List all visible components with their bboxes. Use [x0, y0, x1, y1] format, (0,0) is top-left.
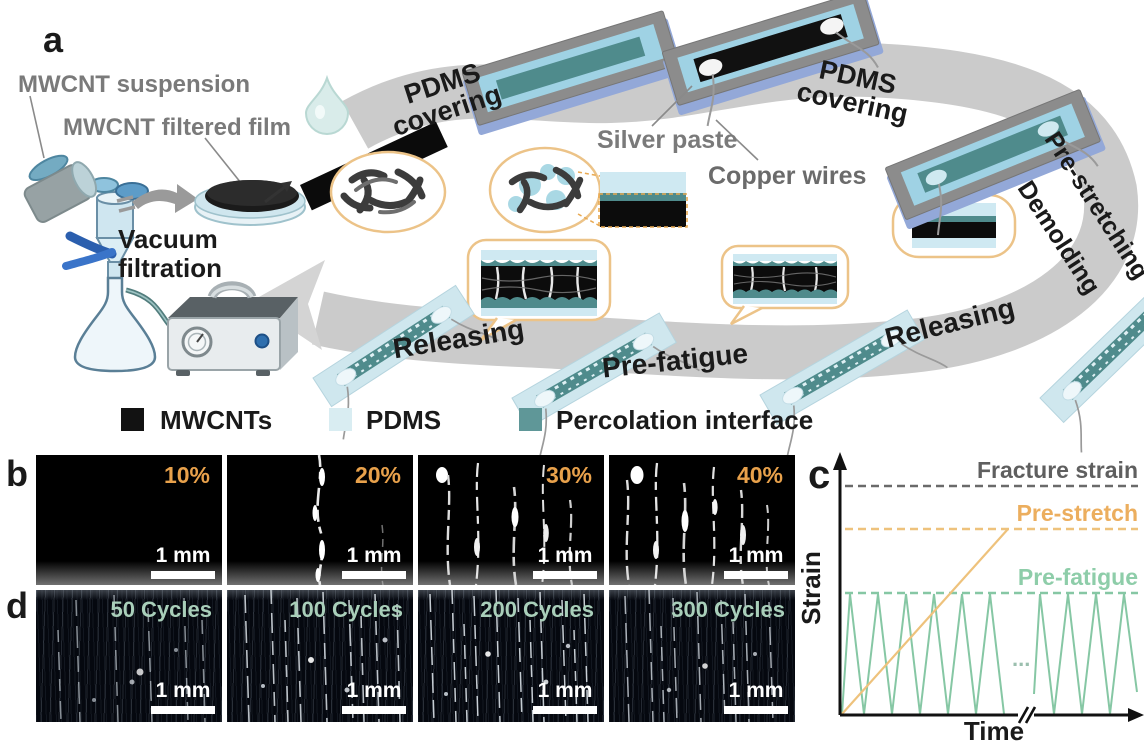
strain-value-label: 40%	[736, 462, 783, 488]
copper-wires-label: Copper wires	[708, 162, 866, 190]
ellipsis-label: ...	[1012, 646, 1030, 671]
cycles-value-label: 300 Cycles	[671, 597, 785, 622]
panel-a-label: a	[43, 19, 64, 60]
scalebar	[724, 571, 788, 579]
panel-b-label: b	[6, 453, 28, 494]
flask-icon	[73, 276, 157, 373]
scalebar-label: 1 mm	[346, 679, 402, 702]
scalebar	[724, 706, 788, 714]
leader-line	[204, 137, 246, 189]
scalebar-label: 1 mm	[155, 544, 211, 567]
pre-stretch-label: Pre-stretch	[1017, 500, 1138, 526]
scalebar-label: 1 mm	[537, 544, 593, 567]
micrograph-cycles-100: 100 Cycles 1 mm	[227, 590, 413, 722]
mold-device-film	[461, 10, 684, 135]
x-axis-title: Time	[964, 716, 1024, 744]
micrograph-cycles-50: 50 Cycles 1 mm	[36, 590, 222, 722]
scalebar	[151, 571, 215, 579]
strip-device	[1039, 279, 1144, 453]
suspension-cup-icon	[23, 154, 98, 223]
streak-pattern	[624, 590, 774, 722]
cycles-value-label: 200 Cycles	[480, 597, 594, 622]
legend-swatch-percolation	[519, 408, 542, 431]
scalebar	[342, 571, 406, 579]
strip-device	[511, 312, 700, 455]
prestretch-ramp-series	[841, 528, 1009, 715]
vacuum-filtration-illustration	[62, 177, 298, 376]
y-axis-title: Strain	[800, 551, 826, 625]
streak-pattern	[57, 594, 206, 722]
legend-label-pdms: PDMS	[366, 405, 441, 435]
process-loop-band	[312, 42, 1139, 380]
mwcnt-suspension-label: MWCNT suspension	[18, 71, 250, 98]
pump-button-icon	[254, 333, 270, 349]
crack-pattern	[436, 462, 574, 585]
scalebar-label: 1 mm	[537, 679, 593, 702]
pre-fatigue-label: Pre-fatigue	[1018, 564, 1138, 590]
scalebar	[533, 571, 597, 579]
fatigued-crosssection-callout	[720, 244, 850, 326]
stretched-crosssection-callout	[466, 238, 612, 342]
scalebar	[342, 706, 406, 714]
micrograph-strain-10: 10% 1 mm	[36, 455, 222, 585]
axis-break-icon	[1017, 706, 1030, 724]
micrograph-strain-40: 40% 1 mm	[609, 455, 795, 585]
vacuum-filtration-label: Vacuum	[118, 224, 218, 254]
strip-device	[759, 309, 948, 455]
legend-label-percolation: Percolation interface	[556, 405, 813, 435]
fatigue-wave-series-2	[1033, 593, 1138, 715]
crack-pattern	[312, 455, 384, 585]
crack-pattern	[625, 462, 770, 585]
materials-legend: MWCNTs PDMS Percolation interface	[121, 405, 813, 435]
micrograph-cycles-300: 300 Cycles 1 mm	[609, 590, 795, 722]
fatigue-wave-series	[841, 593, 1005, 715]
mwcnt-filtered-film-label: MWCNT filtered film	[63, 114, 291, 141]
mold-device-electrodes	[661, 0, 884, 127]
small-arrow-icon	[264, 184, 287, 204]
scalebar-label: 1 mm	[728, 679, 784, 702]
leader-line	[29, 95, 45, 159]
micrograph-strain-30: 30% 1 mm	[418, 455, 604, 585]
scalebar-label: 1 mm	[346, 544, 402, 567]
vacuum-filtration-label2: filtration	[118, 253, 222, 283]
panel-a-schematic: a MWCNT suspension MWCNT filtered film V…	[18, 0, 1144, 455]
scalebar	[151, 706, 215, 714]
silver-paste-label: Silver paste	[597, 126, 737, 154]
copper-wire-icon	[936, 183, 943, 236]
scalebar	[533, 706, 597, 714]
panel-c-label: c	[808, 453, 830, 497]
copper-wire-icon	[835, 31, 879, 69]
silver-paste-dot-icon	[698, 59, 723, 76]
micrograph-cycles-200: 200 Cycles 1 mm	[418, 590, 604, 722]
micrograph-strain-20: 20% 1 mm	[227, 455, 413, 585]
mold-device-covered	[885, 89, 1106, 236]
silver-paste-dot-icon	[820, 17, 844, 35]
cnt-network-callout	[329, 150, 447, 234]
scalebar-label: 1 mm	[728, 544, 784, 567]
streak-pattern	[244, 590, 401, 722]
pdms-droplet-icon	[304, 74, 350, 135]
strain-value-label: 10%	[163, 462, 210, 488]
scalebar-label: 1 mm	[155, 679, 211, 702]
legend-swatch-pdms	[329, 408, 352, 431]
strip-device	[312, 284, 500, 440]
fracture-strain-label: Fracture strain	[977, 457, 1138, 483]
cycles-value-label: 50 Cycles	[110, 597, 212, 622]
strain-value-label: 20%	[354, 462, 401, 488]
legend-swatch-mwcnts	[121, 408, 144, 431]
copper-wire-icon	[1052, 133, 1099, 167]
cycles-value-label: 100 Cycles	[289, 597, 403, 622]
streak-pattern	[429, 590, 589, 722]
panel-d-label: d	[6, 585, 28, 626]
copper-wire-icon	[706, 74, 715, 127]
transfer-arrow-icon	[132, 184, 198, 213]
vacuum-pump-illustration	[167, 281, 298, 376]
legend-label-mwcnts: MWCNTs	[160, 405, 272, 435]
panel-c-strain-plot: c ... Fracture strain Pre-stretch Pre-fa…	[800, 452, 1144, 744]
strain-value-label: 30%	[545, 462, 592, 488]
cnt-pdms-callout	[488, 146, 688, 234]
